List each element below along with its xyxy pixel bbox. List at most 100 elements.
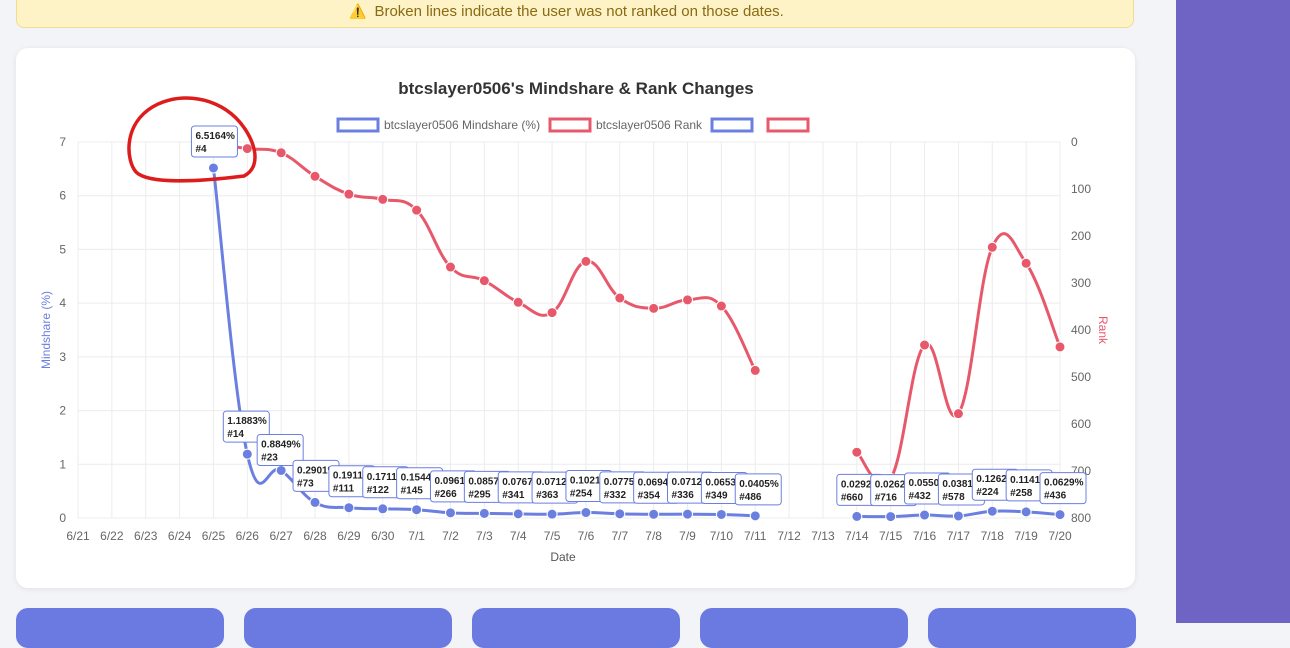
rank-point [851,446,863,458]
rank-point [648,302,660,314]
mindshare-point [343,502,355,514]
tooltip-value: 0.2901% [297,465,337,476]
x-tick-label: 7/3 [476,529,493,543]
y-tick-label-left: 4 [59,296,66,310]
mindshare-point [275,464,287,476]
rank-point [546,307,558,319]
tooltip-rank: #436 [1044,491,1067,502]
data-tooltip: 0.0405% #486 [734,473,782,506]
tooltip-box [1039,472,1087,505]
tooltip-value: 0.0550% [909,478,949,489]
tooltip-rank: #432 [909,491,932,502]
x-tick-label: 7/20 [1048,529,1072,543]
data-tooltip: 6.5164% #4 [190,125,238,158]
rank-point [444,261,456,273]
action-button-1[interactable] [16,608,224,648]
mindshare-point [444,507,456,519]
mindshare-point [952,510,964,522]
sidebar-panel [1176,0,1290,623]
x-tick-label: 6/22 [100,529,124,543]
x-tick-label: 6/28 [303,529,327,543]
x-tick-label: 7/2 [442,529,459,543]
x-tick-label: 7/7 [611,529,628,543]
mindshare-point [919,509,931,521]
x-tick-label: 7/10 [710,529,734,543]
tooltip-value: 0.0775% [604,477,644,488]
tooltip-value: 0.0961% [434,476,474,487]
y-tick-label-left: 6 [59,189,66,203]
tooltip-value: 0.0262% [875,480,915,491]
tooltip-rank: #486 [739,492,762,503]
mindshare-point [512,508,524,520]
y-tick-label-left: 0 [59,511,66,525]
rank-point [919,339,931,351]
y-tick-label-right: 600 [1071,417,1091,431]
tooltip-rank: #14 [227,429,244,440]
action-button-4[interactable] [700,608,908,648]
x-tick-label: 7/13 [811,529,835,543]
tooltip-rank: #349 [705,490,728,501]
legend-swatch [336,117,380,133]
tooltip-rank: #660 [841,492,864,503]
data-tooltip: 1.1883% #14 [222,410,270,443]
rank-point [986,241,998,253]
tooltip-value: 0.0292% [841,479,881,490]
mindshare-point [614,508,626,520]
tooltip-value: 6.5164% [195,131,235,142]
x-tick-label: 6/25 [202,529,226,543]
tooltip-value: 0.1544% [401,473,441,484]
rank-point [952,408,964,420]
tooltip-value: 0.0381% [942,479,982,490]
y-tick-label-left: 2 [59,404,66,418]
tooltip-value: 0.8849% [261,439,301,450]
tooltip-value: 0.1262% [976,474,1016,485]
action-button-2[interactable] [244,608,452,648]
tooltip-value: 1.1883% [227,416,267,427]
mindshare-point [715,508,727,520]
tooltip-rank: #224 [976,487,999,498]
rank-point [1020,257,1032,269]
x-tick-label: 7/1 [408,529,425,543]
legend-swatch [710,117,754,133]
mindshare-rank-chart[interactable]: btcslayer0506's Mindshare & Rank Changes… [16,48,1135,588]
legend-swatch [766,117,810,133]
x-tick-label: 6/24 [168,529,192,543]
x-tick-label: 7/15 [879,529,903,543]
y-tick-label-right: 200 [1071,229,1091,243]
mindshare-point [546,508,558,520]
x-tick-label: 7/4 [510,529,527,543]
x-tick-label: 7/18 [981,529,1005,543]
tooltip-rank: #332 [604,490,627,501]
rank-point [275,147,287,159]
action-button-3[interactable] [472,608,680,648]
tooltip-rank: #145 [401,486,424,497]
tooltip-value: 0.0653% [705,477,745,488]
mindshare-point [851,510,863,522]
rank-point [309,170,321,182]
info-notice: ⚠️ Broken lines indicate the user was no… [16,0,1134,28]
rank-point [343,188,355,200]
mindshare-point [478,507,490,519]
tooltip-rank: #578 [942,492,965,503]
action-button-5[interactable] [928,608,1136,648]
tooltip-box [734,473,782,506]
rank-point [580,255,592,267]
data-tooltip: 0.8849% #23 [256,433,304,466]
y-axis-title-left: Mindshare (%) [39,291,53,369]
data-tooltip: 0.2901% #73 [292,459,340,492]
tooltip-value: 0.0694% [638,477,678,488]
tooltip-value: 0.1141% [1010,475,1049,486]
rank-point [377,193,389,205]
tooltip-rank: #336 [672,490,695,501]
tooltip-value: 0.0712% [672,477,712,488]
legend-label: btcslayer0506 Rank [596,118,703,132]
tooltip-value: 0.1711% [367,472,406,483]
tooltip-rank: #363 [536,490,559,501]
tooltip-value: 0.0629% [1044,478,1084,489]
y-tick-label-right: 300 [1071,276,1091,290]
tooltip-value: 0.0857% [468,476,508,487]
mindshare-point [309,496,321,508]
tooltip-rank: #341 [502,490,525,501]
mindshare-point [682,508,694,520]
tooltip-box [190,125,238,158]
